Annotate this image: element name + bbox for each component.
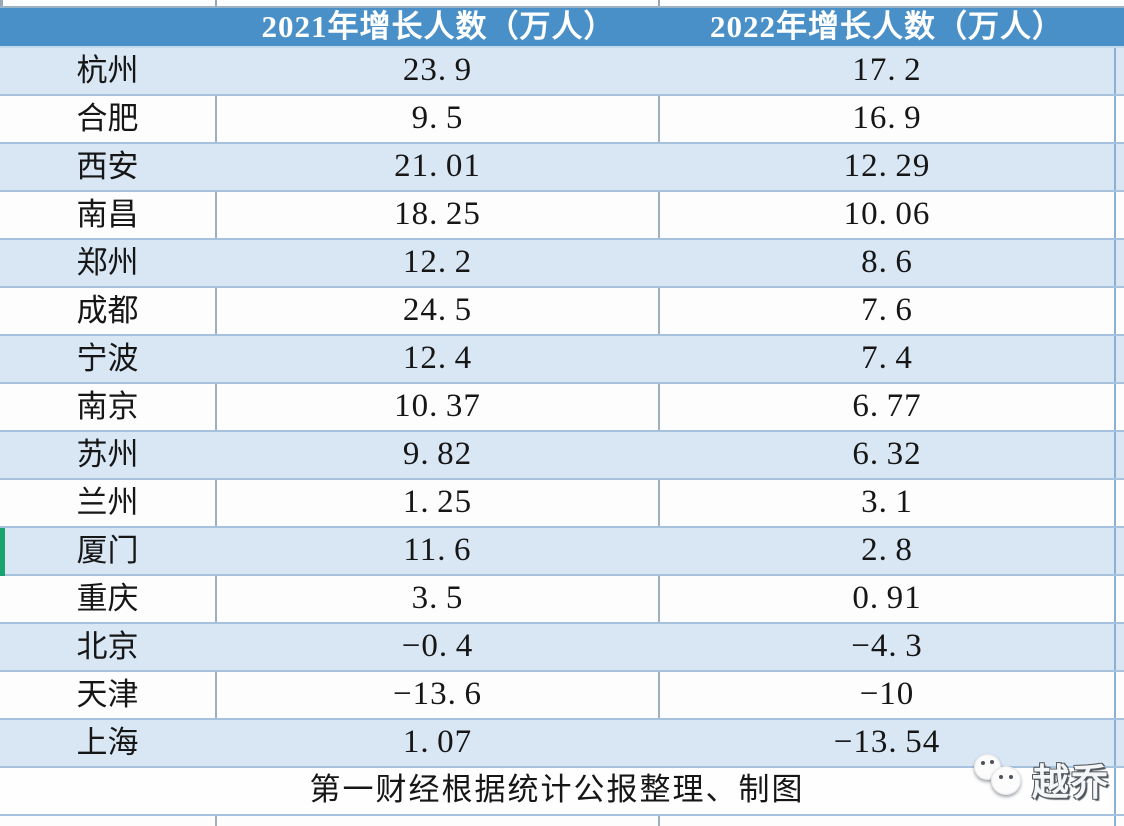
row-partial-cell: [1116, 48, 1124, 94]
grid-line: [215, 816, 217, 826]
city-cell: 苏州: [76, 437, 139, 472]
city-cell: 合肥: [0, 96, 217, 142]
table-row: 兰州 1. 25 3. 1: [0, 480, 1124, 528]
value-2022-cell: 12. 29: [660, 144, 1116, 190]
value-2022-cell: 0. 91: [660, 576, 1116, 622]
table-row: 北京 −0. 4 −4. 3: [0, 624, 1124, 672]
watermark-text: 越乔: [1032, 763, 1110, 804]
value-2021-cell: 23. 9: [402, 52, 473, 88]
grid-line: [215, 0, 217, 6]
value-2022-cell: 8. 6: [660, 240, 1116, 286]
row-partial-cell: [1116, 240, 1124, 286]
value-2021-cell: 18. 25: [217, 192, 660, 238]
row-partial-cell: [1116, 432, 1124, 478]
value-2022-cell: −10: [660, 672, 1116, 718]
row-partial-cell: [1116, 336, 1124, 382]
value-2021-cell: 12. 4: [402, 340, 473, 376]
value-2021-cell: 12. 2: [402, 244, 473, 280]
value-2021-cell: 21. 01: [394, 148, 481, 184]
value-2022-cell: 10. 06: [660, 192, 1116, 238]
header-2021-cell: 2021年增长人数（万人）: [261, 9, 616, 44]
row-partial-cell: [1116, 576, 1124, 622]
value-2021-cell: 3. 5: [217, 576, 660, 622]
value-2022-cell: 17. 2: [660, 48, 1116, 94]
value-2022-cell: 6. 32: [660, 432, 1116, 478]
value-2021-cell: 24. 5: [217, 288, 660, 334]
row-partial-cell: [1116, 672, 1124, 718]
header-partial-cell: [1116, 8, 1124, 46]
cropped-row-top: [0, 0, 1124, 8]
row-partial-cell: [1116, 288, 1124, 334]
city-cell: 郑州: [76, 245, 139, 280]
row-partial-cell: [1116, 144, 1124, 190]
grid-line: [658, 0, 660, 6]
value-2021-cell: 1. 07: [402, 724, 473, 760]
row-partial-cell: [1116, 96, 1124, 142]
footer-partial-cell: [1116, 768, 1124, 814]
value-2022-cell: 6. 77: [660, 384, 1116, 430]
city-cell: 成都: [0, 288, 217, 334]
city-cell: 重庆: [0, 576, 217, 622]
value-2021-cell: 10. 37: [217, 384, 660, 430]
table-header-row: 2021年增长人数（万人） 2022年增长人数（万人）: [0, 8, 1124, 48]
table-row: 南昌 18. 25 10. 06: [0, 192, 1124, 240]
city-cell: 兰州: [0, 480, 217, 526]
source-note: 第一财经根据统计公报整理、制图: [0, 768, 1116, 814]
value-2021-cell: 9. 5: [217, 96, 660, 142]
table-row: 天津 −13. 6 −10: [0, 672, 1124, 720]
city-cell: 南昌: [0, 192, 217, 238]
value-2022-cell: 3. 1: [660, 480, 1116, 526]
value-2022-cell: 16. 9: [660, 96, 1116, 142]
row-partial-cell: [1116, 624, 1124, 670]
city-cell: 南京: [0, 384, 217, 430]
cropped-row-bottom: [0, 816, 1124, 826]
table-row: 重庆 3. 5 0. 91: [0, 576, 1124, 624]
table-row: 西安 21. 01 12. 29: [0, 144, 1124, 192]
value-2022-cell: 7. 4: [660, 336, 1116, 382]
city-cell: 杭州: [76, 53, 139, 88]
city-cell: 上海: [76, 725, 139, 760]
grid-line: [658, 816, 660, 826]
city-cell: 西安: [76, 149, 139, 184]
grid-line: [0, 0, 3, 6]
grid-line: [1114, 816, 1116, 826]
value-2021-cell: 11. 6: [403, 532, 472, 568]
table-row: 厦门 11. 6 2. 8: [0, 528, 1124, 576]
city-cell: 厦门: [76, 533, 139, 568]
row-partial-cell: [1116, 480, 1124, 526]
row-partial-cell: [1116, 528, 1124, 574]
value-2021-cell: 9. 82: [402, 436, 473, 472]
value-2022-cell: 7. 6: [660, 288, 1116, 334]
header-city-cell: [0, 8, 217, 46]
value-2022-cell: −13. 54: [660, 720, 1116, 766]
watermark: 越乔: [952, 742, 1122, 814]
wechat-chat-bubbles-icon: [991, 766, 1021, 795]
table-row: 杭州 23. 9 17. 2: [0, 48, 1124, 96]
table-row: 合肥 9. 5 16. 9: [0, 96, 1124, 144]
table-row: 南京 10. 37 6. 77: [0, 384, 1124, 432]
city-cell: 北京: [76, 629, 139, 664]
table-row: 上海 1. 07 −13. 54: [0, 720, 1124, 768]
city-cell: 天津: [0, 672, 217, 718]
value-2021-cell: 1. 25: [217, 480, 660, 526]
table-row: 郑州 12. 2 8. 6: [0, 240, 1124, 288]
source-note-row: 第一财经根据统计公报整理、制图: [0, 768, 1124, 816]
wechat-chat-bubbles-icon: [974, 754, 1001, 780]
city-cell: 宁波: [76, 341, 139, 376]
table-row: 宁波 12. 4 7. 4: [0, 336, 1124, 384]
value-2022-cell: 2. 8: [660, 528, 1116, 574]
header-2022-cell: 2022年增长人数（万人）: [710, 9, 1064, 44]
value-2022-cell: −4. 3: [660, 624, 1116, 670]
value-2021-cell: −13. 6: [217, 672, 660, 718]
table-body: 杭州 23. 9 17. 2 合肥 9. 5 16. 9 西安 21. 01 1…: [0, 48, 1124, 768]
value-2021-cell: −0. 4: [401, 628, 474, 664]
table-row: 苏州 9. 82 6. 32: [0, 432, 1124, 480]
table-row: 成都 24. 5 7. 6: [0, 288, 1124, 336]
row-partial-cell: [1116, 192, 1124, 238]
row-partial-cell: [1116, 384, 1124, 430]
row-selection-marker: [0, 528, 5, 576]
